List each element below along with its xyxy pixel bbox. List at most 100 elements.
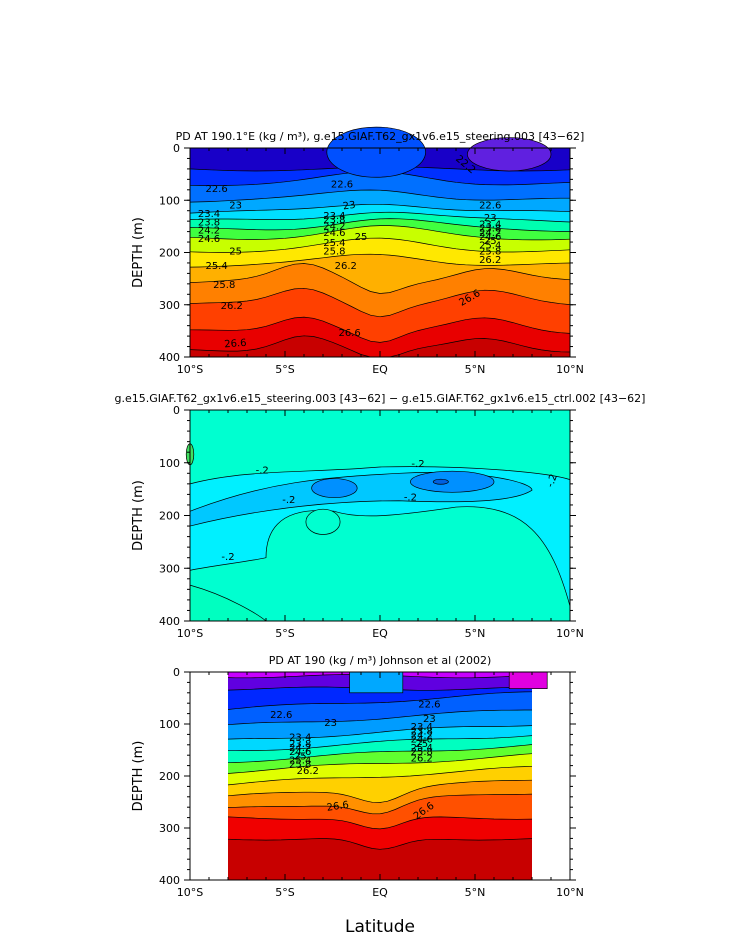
- panel-3-layer-12: [228, 816, 532, 850]
- contour-label: 23: [484, 213, 497, 224]
- y-tick-label: 300: [159, 299, 180, 312]
- contour-label: 25.8: [323, 247, 345, 258]
- panel-1-contour-line-11: [189, 316, 571, 343]
- panel-1-surface-patch: [467, 137, 552, 172]
- x-tick-label: 10°N: [556, 886, 584, 899]
- y-tick-label: 200: [159, 510, 180, 523]
- contour-label: 25: [484, 236, 497, 247]
- contour-label: 25.4: [479, 240, 501, 251]
- x-tick-label: 5°N: [465, 627, 486, 640]
- x-tick-label: 5°S: [275, 886, 294, 899]
- x-tick-label: 10°S: [177, 363, 203, 376]
- panel-1-contour-line-8: [189, 253, 571, 268]
- panel-1-layer-9: [190, 254, 570, 294]
- contour-label: 23.8: [289, 739, 311, 750]
- contour-label: 25.4: [323, 238, 345, 249]
- panel-1-layer-11: [190, 288, 570, 343]
- contour-label: 23: [324, 718, 337, 729]
- panel-2: 10°S 5°S EQ 5°N 10°N 0 100 200 300 400 DEPTH (m) g.…: [115, 392, 646, 640]
- contour-label: 25.4: [411, 743, 433, 754]
- x-tick-label: EQ: [372, 886, 388, 899]
- panel-3-contour-line-11: [227, 816, 533, 830]
- panel-3-contour-line-2: [227, 691, 533, 710]
- y-tick-label: 0: [173, 404, 180, 417]
- x-tick-label: 10°N: [556, 363, 584, 376]
- contour-label: 26.2: [411, 753, 433, 764]
- panel-1-contour-line-3: [189, 203, 571, 214]
- panel-2-core: [410, 470, 495, 493]
- y-axis-label: DEPTH (m): [131, 741, 146, 812]
- contour-label: 23.4: [323, 211, 345, 222]
- panel-3: 10°S 5°S EQ 5°N 10°N 0 100 200 300 400 DEPTH (m) PD…: [131, 654, 584, 937]
- contour-label: 23.4: [479, 219, 501, 230]
- contour-label: -.2: [282, 495, 295, 506]
- y-tick-label: 100: [159, 457, 180, 470]
- panel-3-surface-patch: [349, 671, 404, 694]
- panel-1-layer-7: [190, 225, 570, 253]
- y-axis-label: DEPTH (m): [131, 480, 146, 551]
- panel-3-layer-10: [228, 780, 532, 814]
- contour-label: 24.6: [479, 232, 501, 243]
- contour-label: 26.2: [221, 301, 243, 312]
- x-tick-label: 10°S: [177, 886, 203, 899]
- y-tick-label: 100: [159, 718, 180, 731]
- panel-1: 10°S 5°S EQ 5°N 10°N 0 100 200 300 400 DEPTH (m) PD…: [131, 126, 585, 376]
- panel-2-core: [311, 478, 358, 498]
- contour-label: 24.6: [289, 747, 311, 758]
- y-tick-label: 200: [159, 770, 180, 783]
- contour-label: 22.6: [331, 180, 353, 191]
- contour-label: 23.8: [479, 224, 501, 235]
- y-tick-label: 400: [159, 874, 180, 887]
- contour-label: 25.8: [479, 247, 501, 258]
- panel-title: PD AT 190.1°E (kg / m³), g.e15.GIAF.T62_…: [176, 130, 585, 143]
- panel-1-contour-line-7: [189, 237, 571, 253]
- contour-label: 26.6: [224, 338, 247, 351]
- contour-label: 22.6: [270, 710, 292, 721]
- panel-3-layer-13: [228, 838, 532, 880]
- contour-label: 23: [229, 201, 242, 212]
- contour-label: 22.6: [205, 184, 227, 195]
- y-tick-label: 400: [159, 615, 180, 628]
- contour-label: -.2: [404, 493, 417, 504]
- x-axis-label: Latitude: [345, 917, 415, 937]
- panel-1-contour-line-10: [189, 287, 571, 318]
- contour-label: 25: [229, 247, 242, 258]
- panel-3-layer-11: [228, 794, 532, 829]
- panel-3-layer-9: [228, 766, 532, 803]
- panel-1-contour-line-9: [189, 263, 571, 294]
- panel-3-contour-line-9: [227, 779, 533, 803]
- contour-label: 24.6: [411, 735, 433, 746]
- panel-3-contour-line-12: [227, 838, 533, 850]
- contour-label: -.2: [256, 465, 269, 476]
- contour-label: 25.8: [411, 747, 433, 758]
- y-tick-label: 0: [173, 666, 180, 679]
- contour-label: 26.2: [335, 261, 357, 272]
- panel-3-contour-line-4: [227, 725, 533, 740]
- contour-label: 24.2: [198, 226, 220, 237]
- contour-label: 24.6: [198, 234, 220, 245]
- y-tick-label: 300: [159, 822, 180, 835]
- contour-label: 23: [342, 200, 356, 213]
- panel-3-layer-8: [228, 753, 532, 785]
- panel-1-layer-3: [190, 190, 570, 214]
- panel-1-contour-line-6: [189, 225, 571, 241]
- panel-3-surface-patch: [508, 671, 548, 689]
- panel-1-contour-line-2: [189, 189, 570, 203]
- contour-label: 25.4: [205, 261, 227, 272]
- panel-1-layer-2: [190, 171, 570, 203]
- panel-3-contour-line-6: [227, 744, 533, 764]
- y-tick-label: 0: [173, 142, 180, 155]
- panel-1-contour-line-4: [189, 211, 571, 223]
- y-tick-label: 400: [159, 351, 180, 364]
- x-tick-label: 10°S: [177, 627, 203, 640]
- contour-label: 23.8: [411, 726, 433, 737]
- panel-3-contour-line-10: [227, 793, 533, 815]
- panel-3-contour-line-7: [227, 753, 533, 774]
- panel-1-contour-line-5: [189, 218, 571, 232]
- x-tick-label: 5°S: [275, 627, 294, 640]
- panel-3-contour-line-3: [227, 709, 532, 726]
- contour-label: -.2: [545, 473, 560, 489]
- contour-label: -.2: [411, 459, 424, 470]
- contour-label: 26.2: [297, 766, 319, 777]
- contour-label: 26.2: [479, 255, 501, 266]
